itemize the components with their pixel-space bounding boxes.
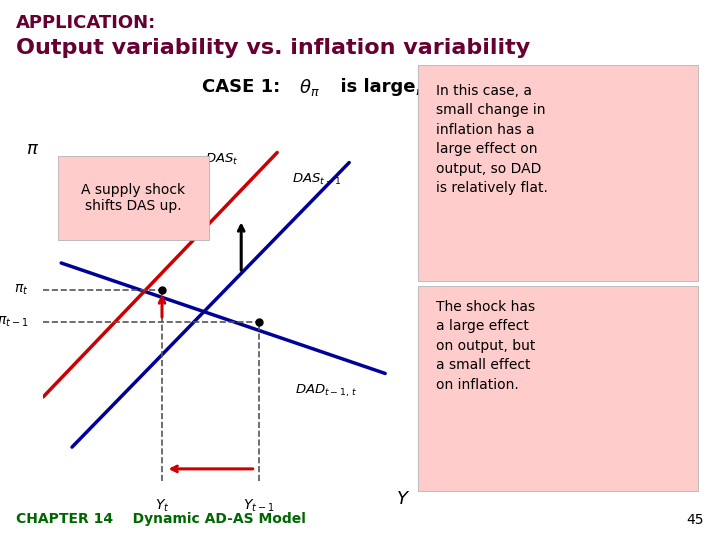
Text: $Y_{t-1}$: $Y_{t-1}$ (243, 497, 275, 514)
Text: $Y_t$: $Y_t$ (155, 497, 169, 514)
Text: $\theta_\pi$: $\theta_\pi$ (299, 77, 320, 98)
Text: CHAPTER 14    Dynamic AD-AS Model: CHAPTER 14 Dynamic AD-AS Model (16, 512, 306, 526)
Text: A supply shock
shifts DAS up.: A supply shock shifts DAS up. (81, 183, 185, 213)
Text: is large,: is large, (328, 78, 434, 96)
Text: is small: is small (457, 78, 546, 96)
Text: APPLICATION:: APPLICATION: (16, 14, 156, 31)
Text: In this case, a
small change in
inflation has a
large effect on
output, so DAD
i: In this case, a small change in inflatio… (436, 84, 547, 195)
Text: The shock has
a large effect
on output, but
a small effect
on inflation.: The shock has a large effect on output, … (436, 300, 535, 392)
Text: 45: 45 (687, 512, 704, 526)
Text: $\pi_t$: $\pi_t$ (14, 282, 29, 297)
Text: $\theta_Y$: $\theta_Y$ (432, 77, 454, 98)
FancyBboxPatch shape (58, 156, 209, 240)
Text: $DAS_t$: $DAS_t$ (205, 152, 239, 167)
Text: CASE 1:: CASE 1: (202, 78, 292, 96)
Text: $DAS_{t-1}$: $DAS_{t-1}$ (292, 172, 341, 187)
Text: $DAD_{t-1,\,t}$: $DAD_{t-1,\,t}$ (295, 382, 358, 399)
Text: Output variability vs. inflation variability: Output variability vs. inflation variabi… (16, 38, 530, 58)
Text: $Y$: $Y$ (396, 490, 410, 508)
Text: $\pi$: $\pi$ (26, 140, 39, 158)
Text: $\pi_{t-1}$: $\pi_{t-1}$ (0, 314, 29, 329)
